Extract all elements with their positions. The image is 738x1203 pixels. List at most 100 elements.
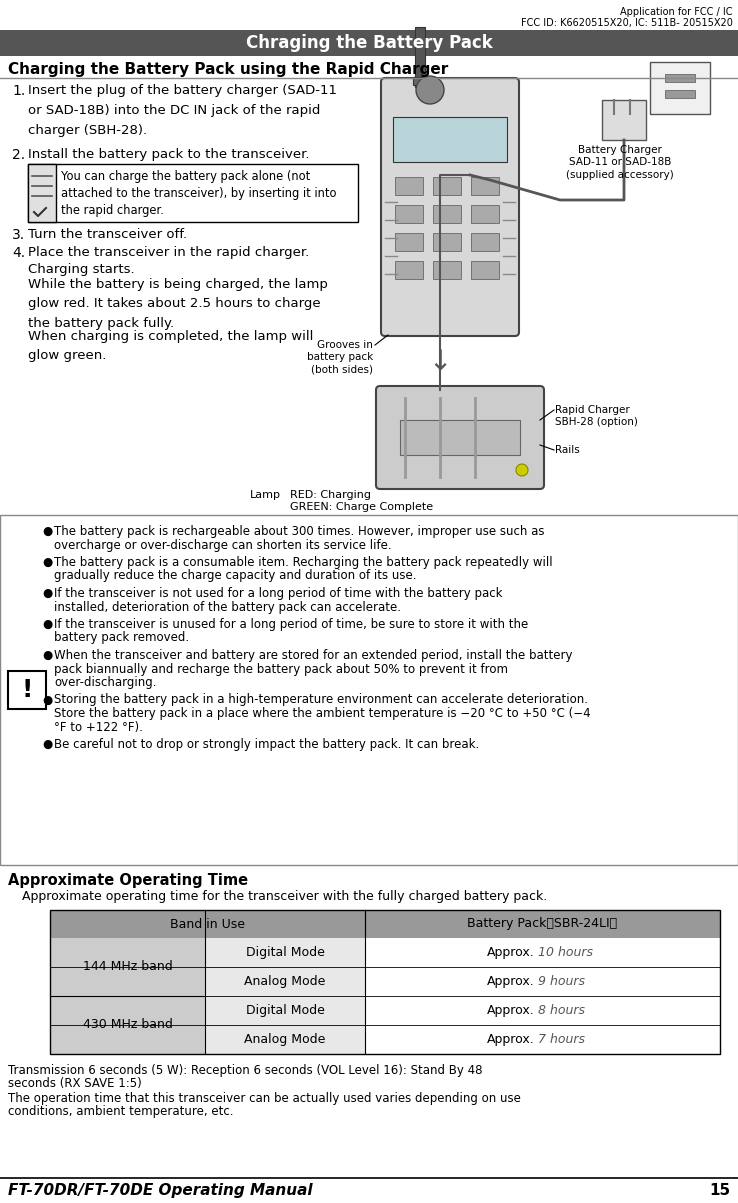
Text: Battery Pack（SBR-24LI）: Battery Pack（SBR-24LI） — [467, 918, 618, 930]
Text: seconds (RX SAVE 1:5): seconds (RX SAVE 1:5) — [8, 1077, 142, 1090]
Bar — [650, 63, 710, 114]
Text: FCC ID: K6620515X20, IC: 511B- 20515X20: FCC ID: K6620515X20, IC: 511B- 20515X20 — [521, 18, 733, 28]
Bar — [400, 420, 520, 455]
Text: installed, deterioration of the battery pack can accelerate.: installed, deterioration of the battery … — [54, 600, 401, 614]
Text: Digital Mode: Digital Mode — [246, 1005, 325, 1017]
Text: You can charge the battery pack alone (not
attached to the transceiver), by inse: You can charge the battery pack alone (n… — [61, 170, 337, 217]
Text: battery pack removed.: battery pack removed. — [54, 632, 189, 645]
Text: overcharge or over-discharge can shorten its service life.: overcharge or over-discharge can shorten… — [54, 539, 392, 551]
Text: Chraging the Battery Pack: Chraging the Battery Pack — [246, 34, 492, 52]
Text: Place the transceiver in the rapid charger.: Place the transceiver in the rapid charg… — [28, 245, 309, 259]
Bar — [602, 100, 646, 140]
Text: Approx.: Approx. — [487, 1033, 534, 1045]
Bar — [395, 261, 423, 279]
Bar — [205, 967, 365, 996]
Bar — [471, 261, 499, 279]
Text: Approx.: Approx. — [487, 974, 534, 988]
Text: Approx.: Approx. — [487, 1005, 534, 1017]
Bar — [433, 233, 461, 251]
Text: ↓: ↓ — [428, 348, 452, 377]
Text: ●: ● — [42, 618, 52, 632]
Text: GREEN: Charge Complete: GREEN: Charge Complete — [290, 502, 433, 512]
Text: The operation time that this transceiver can be actually used varies depending o: The operation time that this transceiver… — [8, 1092, 521, 1106]
Text: When the transceiver and battery are stored for an extended period, install the : When the transceiver and battery are sto… — [54, 648, 573, 662]
Text: Analog Mode: Analog Mode — [244, 974, 325, 988]
Bar — [205, 1025, 365, 1054]
Text: Grooves in
battery pack
(both sides): Grooves in battery pack (both sides) — [307, 340, 373, 375]
Bar — [665, 75, 695, 82]
Text: ●: ● — [42, 525, 52, 538]
Text: Storing the battery pack in a high-temperature environment can accelerate deteri: Storing the battery pack in a high-tempe… — [54, 693, 588, 706]
Text: Store the battery pack in a place where the ambient temperature is −20 °C to +50: Store the battery pack in a place where … — [54, 707, 590, 721]
Text: Rails: Rails — [555, 445, 580, 455]
Text: Digital Mode: Digital Mode — [246, 946, 325, 959]
Text: While the battery is being charged, the lamp
glow red. It takes about 2.5 hours : While the battery is being charged, the … — [28, 278, 328, 330]
Text: ●: ● — [42, 648, 52, 662]
Text: 430 MHz band: 430 MHz band — [83, 1019, 173, 1031]
FancyBboxPatch shape — [381, 78, 519, 336]
Bar — [433, 205, 461, 223]
Text: When charging is completed, the lamp will
glow green.: When charging is completed, the lamp wil… — [28, 330, 314, 362]
Text: 4.: 4. — [12, 245, 25, 260]
Text: ●: ● — [42, 737, 52, 751]
Bar — [0, 30, 738, 57]
Circle shape — [416, 76, 444, 103]
Bar — [471, 205, 499, 223]
Text: ●: ● — [42, 587, 52, 600]
Text: conditions, ambient temperature, etc.: conditions, ambient temperature, etc. — [8, 1106, 233, 1118]
Text: 15: 15 — [709, 1183, 730, 1198]
Text: 144 MHz band: 144 MHz band — [83, 960, 173, 973]
Bar — [0, 515, 738, 865]
Bar — [395, 177, 423, 195]
Bar — [50, 909, 720, 938]
Bar — [205, 938, 365, 967]
Text: 2.: 2. — [12, 148, 25, 162]
Bar — [471, 177, 499, 195]
Bar — [415, 26, 425, 87]
Bar — [413, 77, 427, 85]
Text: The battery pack is a consumable item. Recharging the battery pack repeatedly wi: The battery pack is a consumable item. R… — [54, 556, 553, 569]
Text: FT-70DR/FT-70DE Operating Manual: FT-70DR/FT-70DE Operating Manual — [8, 1183, 313, 1198]
Text: Analog Mode: Analog Mode — [244, 1033, 325, 1045]
Text: RED: Charging: RED: Charging — [290, 490, 371, 500]
Text: Rapid Charger
SBH-28 (option): Rapid Charger SBH-28 (option) — [555, 405, 638, 427]
Text: 3.: 3. — [12, 229, 25, 242]
Text: Install the battery pack to the transceiver.: Install the battery pack to the transcei… — [28, 148, 309, 161]
Text: Charging the Battery Pack using the Rapid Charger: Charging the Battery Pack using the Rapi… — [8, 63, 448, 77]
Text: Approximate Operating Time: Approximate Operating Time — [8, 873, 248, 888]
Text: 7 hours: 7 hours — [534, 1033, 585, 1045]
Bar — [8, 671, 46, 709]
Text: Lamp: Lamp — [250, 490, 281, 500]
Bar — [50, 909, 720, 1054]
Bar — [205, 996, 365, 1025]
Bar — [471, 233, 499, 251]
Text: Approximate operating time for the transceiver with the fully charged battery pa: Approximate operating time for the trans… — [22, 890, 548, 903]
Text: gradually reduce the charge capacity and duration of its use.: gradually reduce the charge capacity and… — [54, 569, 416, 582]
Text: 10 hours: 10 hours — [534, 946, 593, 959]
Text: Insert the plug of the battery charger (SAD-11
or SAD-18B) into the DC IN jack o: Insert the plug of the battery charger (… — [28, 84, 337, 137]
Text: 9 hours: 9 hours — [534, 974, 585, 988]
Text: Band in Use: Band in Use — [170, 918, 245, 930]
Bar — [665, 90, 695, 97]
Circle shape — [516, 464, 528, 476]
Bar — [433, 261, 461, 279]
Bar — [28, 164, 56, 223]
Bar — [50, 938, 205, 996]
Bar — [395, 233, 423, 251]
Bar — [395, 205, 423, 223]
Text: If the transceiver is unused for a long period of time, be sure to store it with: If the transceiver is unused for a long … — [54, 618, 528, 632]
Text: Battery Charger
SAD-11 or SAD-18B
(supplied accessory): Battery Charger SAD-11 or SAD-18B (suppl… — [566, 146, 674, 179]
Bar — [50, 996, 205, 1054]
Bar — [28, 164, 358, 223]
Bar — [393, 117, 507, 162]
Text: Application for FCC / IC: Application for FCC / IC — [621, 7, 733, 17]
FancyBboxPatch shape — [376, 386, 544, 488]
Text: pack biannually and recharge the battery pack about 50% to prevent it from: pack biannually and recharge the battery… — [54, 663, 508, 676]
Text: °F to +122 °F).: °F to +122 °F). — [54, 721, 143, 734]
Text: Be careful not to drop or strongly impact the battery pack. It can break.: Be careful not to drop or strongly impac… — [54, 737, 479, 751]
Text: Transmission 6 seconds (5 W): Reception 6 seconds (VOL Level 16): Stand By 48: Transmission 6 seconds (5 W): Reception … — [8, 1063, 483, 1077]
Text: Charging starts.: Charging starts. — [28, 263, 134, 275]
Text: !: ! — [21, 678, 32, 703]
Text: over-discharging.: over-discharging. — [54, 676, 156, 689]
Text: ●: ● — [42, 693, 52, 706]
